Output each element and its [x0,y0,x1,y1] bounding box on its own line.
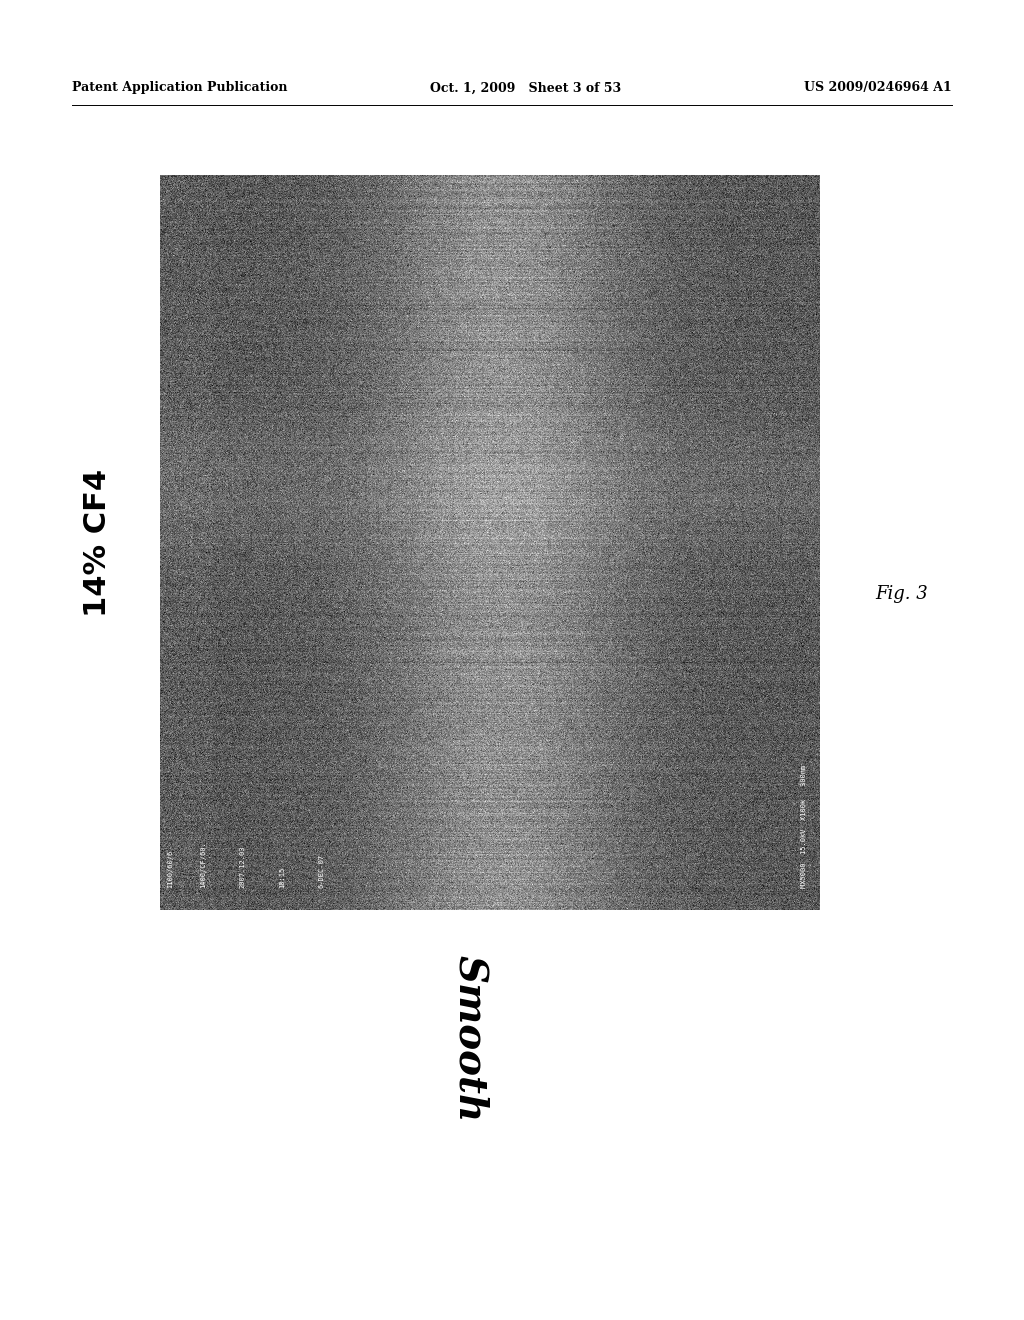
Text: MX5000  15.0kV  X100k   300nm: MX5000 15.0kV X100k 300nm [801,764,807,888]
Text: Patent Application Publication: Patent Application Publication [72,82,288,95]
Text: US 2009/0246964 A1: US 2009/0246964 A1 [804,82,952,95]
Text: 1400/CF/60.: 1400/CF/60. [201,841,206,888]
Text: Smooth: Smooth [452,954,489,1122]
Text: Fig. 3: Fig. 3 [874,585,928,603]
Text: 6-DEC-07: 6-DEC-07 [319,854,325,888]
Text: 2007.12.03: 2007.12.03 [240,845,246,888]
Text: 14% CF4: 14% CF4 [84,469,113,616]
Text: 18:15: 18:15 [280,867,286,888]
Text: Oct. 1, 2009   Sheet 3 of 53: Oct. 1, 2009 Sheet 3 of 53 [430,82,622,95]
Text: I100/60/6: I100/60/6 [167,850,173,888]
